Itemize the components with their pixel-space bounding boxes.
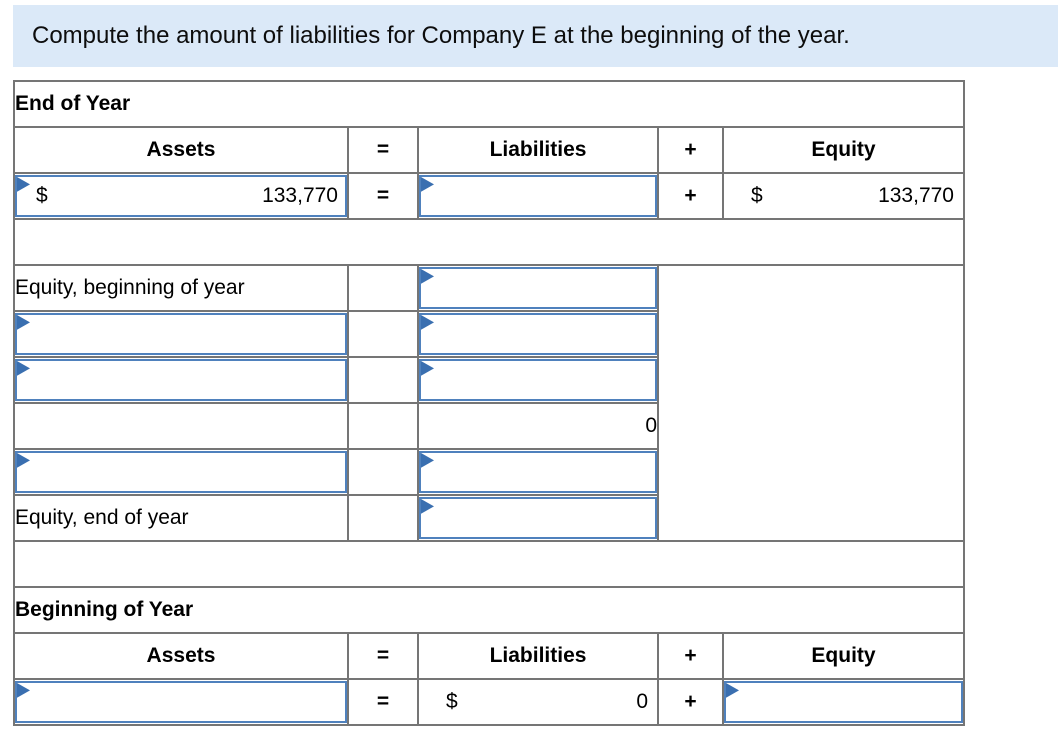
input-flag-icon: [421, 315, 434, 330]
equals-sign: =: [347, 172, 419, 220]
prompt-banner: Compute the amount of liabilities for Co…: [13, 5, 1058, 67]
section-title-beginning-of-year: Beginning of Year: [13, 586, 965, 634]
empty-cell: [347, 448, 419, 496]
equity-end-value: 133,770: [878, 184, 954, 207]
accounting-worksheet: End of Year Assets = Liabilities + Equit…: [13, 80, 965, 726]
end-assets-input[interactable]: $ 133,770: [16, 175, 346, 217]
input-flag-icon: [421, 499, 434, 514]
plus-sign: +: [657, 678, 724, 726]
end-equity-cell: $ 133,770: [725, 175, 962, 217]
reconciliation-row: [13, 448, 964, 496]
spacer-row: [13, 218, 965, 266]
beginning-of-year-header-row: Assets = Liabilities + Equity: [13, 632, 965, 680]
beginning-of-year-data-row: = $ 0 +: [13, 678, 965, 726]
begin-assets-input[interactable]: [16, 681, 346, 723]
empty-cell: [347, 402, 419, 450]
mid-right-input-5[interactable]: [420, 451, 656, 493]
input-flag-icon: [17, 683, 30, 698]
input-flag-icon: [421, 361, 434, 376]
header-equity-begin: Equity: [722, 632, 965, 680]
input-flag-icon: [421, 269, 434, 284]
equity-end-input[interactable]: [420, 497, 656, 539]
header-equals-begin: =: [347, 632, 419, 680]
header-equity-end: Equity: [722, 126, 965, 174]
equals-sign: =: [347, 678, 419, 726]
mid-right-input-2[interactable]: [420, 313, 656, 355]
mid-left-input-3[interactable]: [16, 359, 346, 401]
header-assets-end: Assets: [13, 126, 349, 174]
input-flag-icon: [421, 453, 434, 468]
header-plus-end: +: [657, 126, 724, 174]
reconciliation-row: [13, 356, 964, 404]
header-equals-end: =: [347, 126, 419, 174]
empty-cell: [347, 310, 419, 358]
input-flag-icon: [17, 177, 30, 192]
begin-liabilities-cell: $ 0: [420, 681, 656, 723]
mid-left-input-5[interactable]: [16, 451, 346, 493]
reconciliation-row: Equity, end of year: [13, 494, 964, 542]
equity-begin-input[interactable]: [420, 267, 656, 309]
header-liabilities-begin: Liabilities: [417, 632, 659, 680]
currency-symbol: $: [751, 184, 763, 207]
mid-right-input-3[interactable]: [420, 359, 656, 401]
end-of-year-header-row: Assets = Liabilities + Equity: [13, 126, 965, 174]
end-liabilities-input[interactable]: [420, 175, 656, 217]
empty-cell: [347, 494, 419, 542]
plus-sign: +: [657, 172, 724, 220]
currency-symbol: $: [36, 184, 48, 207]
merged-empty-area: [657, 264, 965, 542]
section-title-end-of-year: End of Year: [13, 80, 965, 128]
liabilities-begin-value: 0: [636, 690, 648, 713]
begin-equity-input[interactable]: [725, 681, 962, 723]
reconciliation-row: Equity, beginning of year: [13, 264, 965, 542]
empty-cell: [347, 356, 419, 404]
input-flag-icon: [421, 177, 434, 192]
reconciliation-row: [13, 310, 964, 358]
input-flag-icon: [17, 361, 30, 376]
input-flag-icon: [17, 453, 30, 468]
empty-cell: [13, 402, 349, 450]
subtotal-zero-cell: 0: [417, 402, 659, 450]
equity-beginning-label: Equity, beginning of year: [13, 264, 349, 312]
mid-left-input-2[interactable]: [16, 313, 346, 355]
header-plus-begin: +: [657, 632, 724, 680]
end-of-year-data-row: $ 133,770 = + $ 133,770: [13, 172, 965, 220]
currency-symbol: $: [446, 690, 458, 713]
empty-cell: [347, 264, 419, 312]
header-liabilities-end: Liabilities: [417, 126, 659, 174]
spacer-row: [13, 540, 965, 588]
assets-end-value: 133,770: [262, 184, 338, 207]
reconciliation-row: 0: [13, 402, 964, 450]
input-flag-icon: [726, 683, 739, 698]
prompt-text: Compute the amount of liabilities for Co…: [32, 22, 850, 49]
input-flag-icon: [17, 315, 30, 330]
equity-end-label: Equity, end of year: [13, 494, 349, 542]
header-assets-begin: Assets: [13, 632, 349, 680]
